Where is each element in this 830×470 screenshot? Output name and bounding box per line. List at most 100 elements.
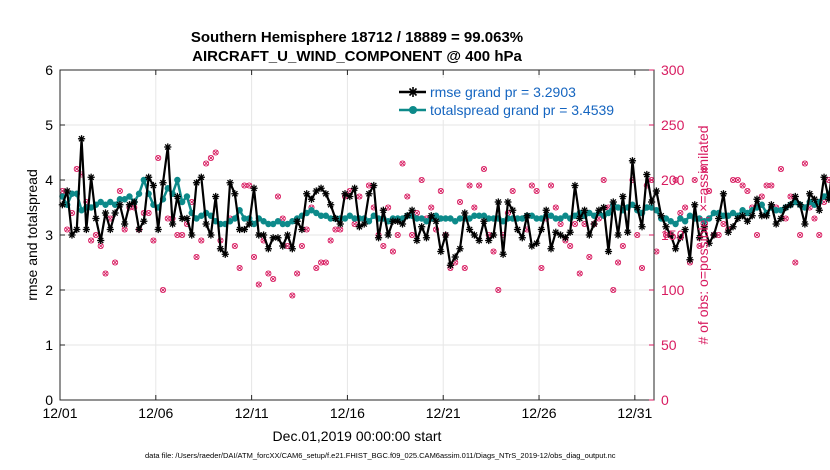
rmse-point [384, 231, 392, 239]
rmse-point [355, 223, 363, 231]
totalspread-point [729, 209, 737, 217]
rmse-point [715, 214, 723, 223]
y2-tick-label: 250 [661, 117, 685, 133]
obs-count-point [198, 237, 205, 244]
rmse-point [336, 220, 344, 228]
y2-tick-label: 300 [661, 62, 685, 78]
y2-tick-label: 200 [661, 172, 685, 188]
totalspread-point [519, 215, 526, 222]
rmse-point [327, 201, 335, 209]
totalspread-point [739, 207, 746, 214]
totalspread-point [475, 212, 483, 219]
rmse-point [782, 203, 790, 212]
rmse-point [394, 217, 402, 225]
totalspread-point [365, 218, 373, 225]
obs-count-point [437, 187, 444, 195]
totalspread-point [274, 218, 282, 225]
rmse-point [101, 209, 110, 217]
rmse-point [628, 157, 637, 165]
obs-count-point [236, 264, 243, 272]
obs-count-point [203, 160, 210, 167]
obs-count-point [701, 165, 708, 173]
obs-count-point [399, 160, 406, 167]
rmse-point [97, 236, 105, 245]
obs-count-point [298, 242, 305, 250]
totalspread-point [241, 215, 248, 222]
rmse-point [786, 201, 795, 209]
rmse-point [537, 225, 546, 234]
rmse-point [719, 190, 728, 198]
totalspread-point [452, 218, 459, 225]
obs-count-point [615, 259, 622, 266]
rmse-point [446, 261, 455, 269]
obs-count-point [246, 182, 253, 189]
rmse-point [480, 217, 488, 225]
obs-count-point [552, 204, 559, 211]
rmse-point [135, 225, 143, 234]
totalspread-point [346, 212, 354, 219]
y2-axis-label: # of obs: o=possible; ×=assimilated [695, 125, 711, 344]
obs-count-point [638, 264, 646, 272]
x-tick-label: 12/11 [235, 405, 269, 421]
legend-rmse-marker [408, 87, 418, 97]
obs-count-point [634, 231, 641, 239]
obs-count-point [476, 182, 483, 189]
legend-spread-marker [409, 106, 417, 114]
rmse-point [820, 173, 828, 181]
totalspread-point [648, 204, 655, 211]
obs-count-point [768, 182, 775, 189]
y-tick-label: 1 [45, 337, 53, 353]
rmse-point [671, 245, 680, 253]
y-tick-label: 5 [45, 117, 53, 133]
obs-count-point [88, 237, 95, 244]
rmse-point [585, 231, 593, 239]
totalspread-point [423, 218, 430, 225]
totalspread-point [528, 212, 536, 219]
totalspread-point [485, 215, 492, 222]
rmse-point [796, 201, 804, 209]
obs-count-point [672, 176, 679, 184]
obs-count-point [528, 182, 535, 189]
rmse-point [485, 236, 493, 245]
rmse-point [504, 198, 512, 206]
axes: 12/01 12/06 12/11 12/16 12/21 12/26 12/31 0 1 2 3 4… [42, 62, 684, 421]
rmse-point [777, 214, 785, 223]
rmse-point [743, 217, 752, 225]
totalspread-point [552, 215, 559, 222]
obs-count-point [471, 204, 478, 211]
totalspread-point [102, 201, 109, 208]
x-tick-label: 12/01 [42, 405, 77, 421]
obs-count-point [270, 275, 277, 283]
rmse-point [192, 179, 201, 187]
totalspread-point [174, 176, 181, 184]
y-tick-label: 0 [45, 392, 53, 408]
rmse-point [379, 206, 387, 214]
obs-count-point [207, 154, 214, 162]
y-tick-label: 3 [45, 227, 53, 243]
rmse-point [753, 195, 761, 203]
rmse-point [729, 223, 737, 231]
totalspread-point [442, 215, 449, 222]
rmse-point [226, 179, 234, 187]
totalspread-point [279, 220, 286, 228]
rmse-point [145, 173, 153, 181]
totalspread-point [140, 176, 148, 184]
rmse-point [346, 192, 354, 201]
rmse-point [523, 212, 531, 220]
totalspread-point [289, 218, 296, 225]
rmse-point [274, 234, 282, 242]
obs-count-point [811, 215, 818, 222]
totalspread-point [121, 196, 128, 203]
totalspread-point [418, 215, 425, 222]
y-tick-label: 4 [45, 172, 53, 188]
rmse-point [293, 217, 301, 225]
y-tick-label: 2 [45, 282, 53, 298]
obs-count-point [145, 209, 152, 217]
totalspread-point [586, 209, 593, 217]
obs-count-point [365, 182, 373, 189]
rmse-point [509, 206, 517, 214]
obs-count-point [274, 193, 282, 200]
obs-count-point [404, 193, 411, 200]
y2-tick-label: 100 [661, 282, 685, 298]
rmse-point [322, 190, 330, 198]
